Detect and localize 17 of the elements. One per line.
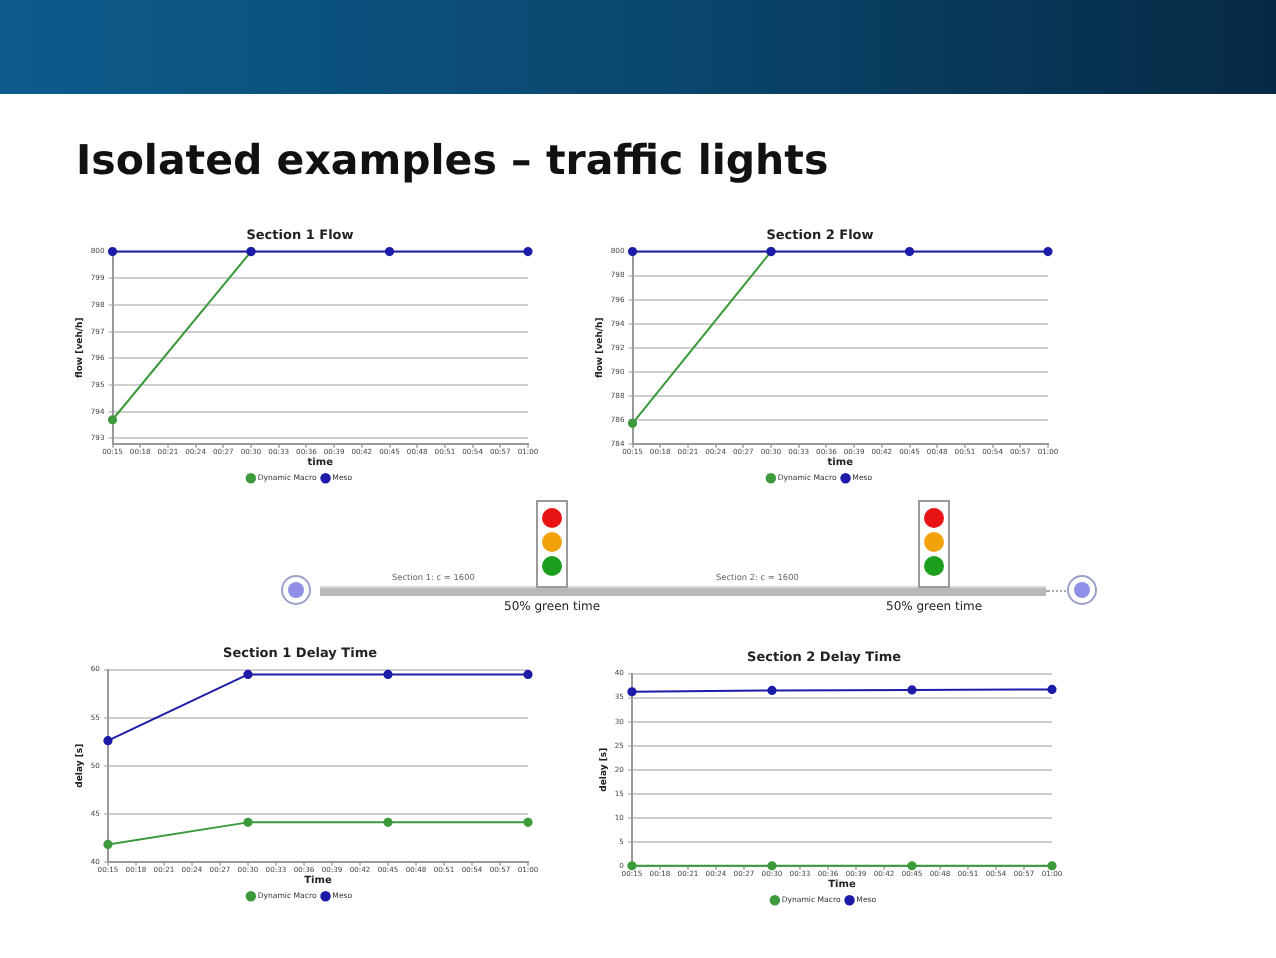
point [767, 861, 777, 871]
point [383, 669, 393, 679]
point [523, 669, 533, 679]
point [1047, 684, 1057, 695]
text: Isolated examples – traffic lights [76, 136, 829, 184]
point [627, 861, 637, 871]
point [243, 817, 253, 827]
point [383, 817, 393, 827]
point [1047, 861, 1057, 871]
point [103, 839, 113, 850]
point [767, 685, 777, 696]
point [103, 736, 113, 746]
point [523, 817, 533, 827]
point [243, 669, 253, 679]
point [627, 687, 637, 697]
point [907, 861, 917, 871]
point [907, 685, 917, 695]
